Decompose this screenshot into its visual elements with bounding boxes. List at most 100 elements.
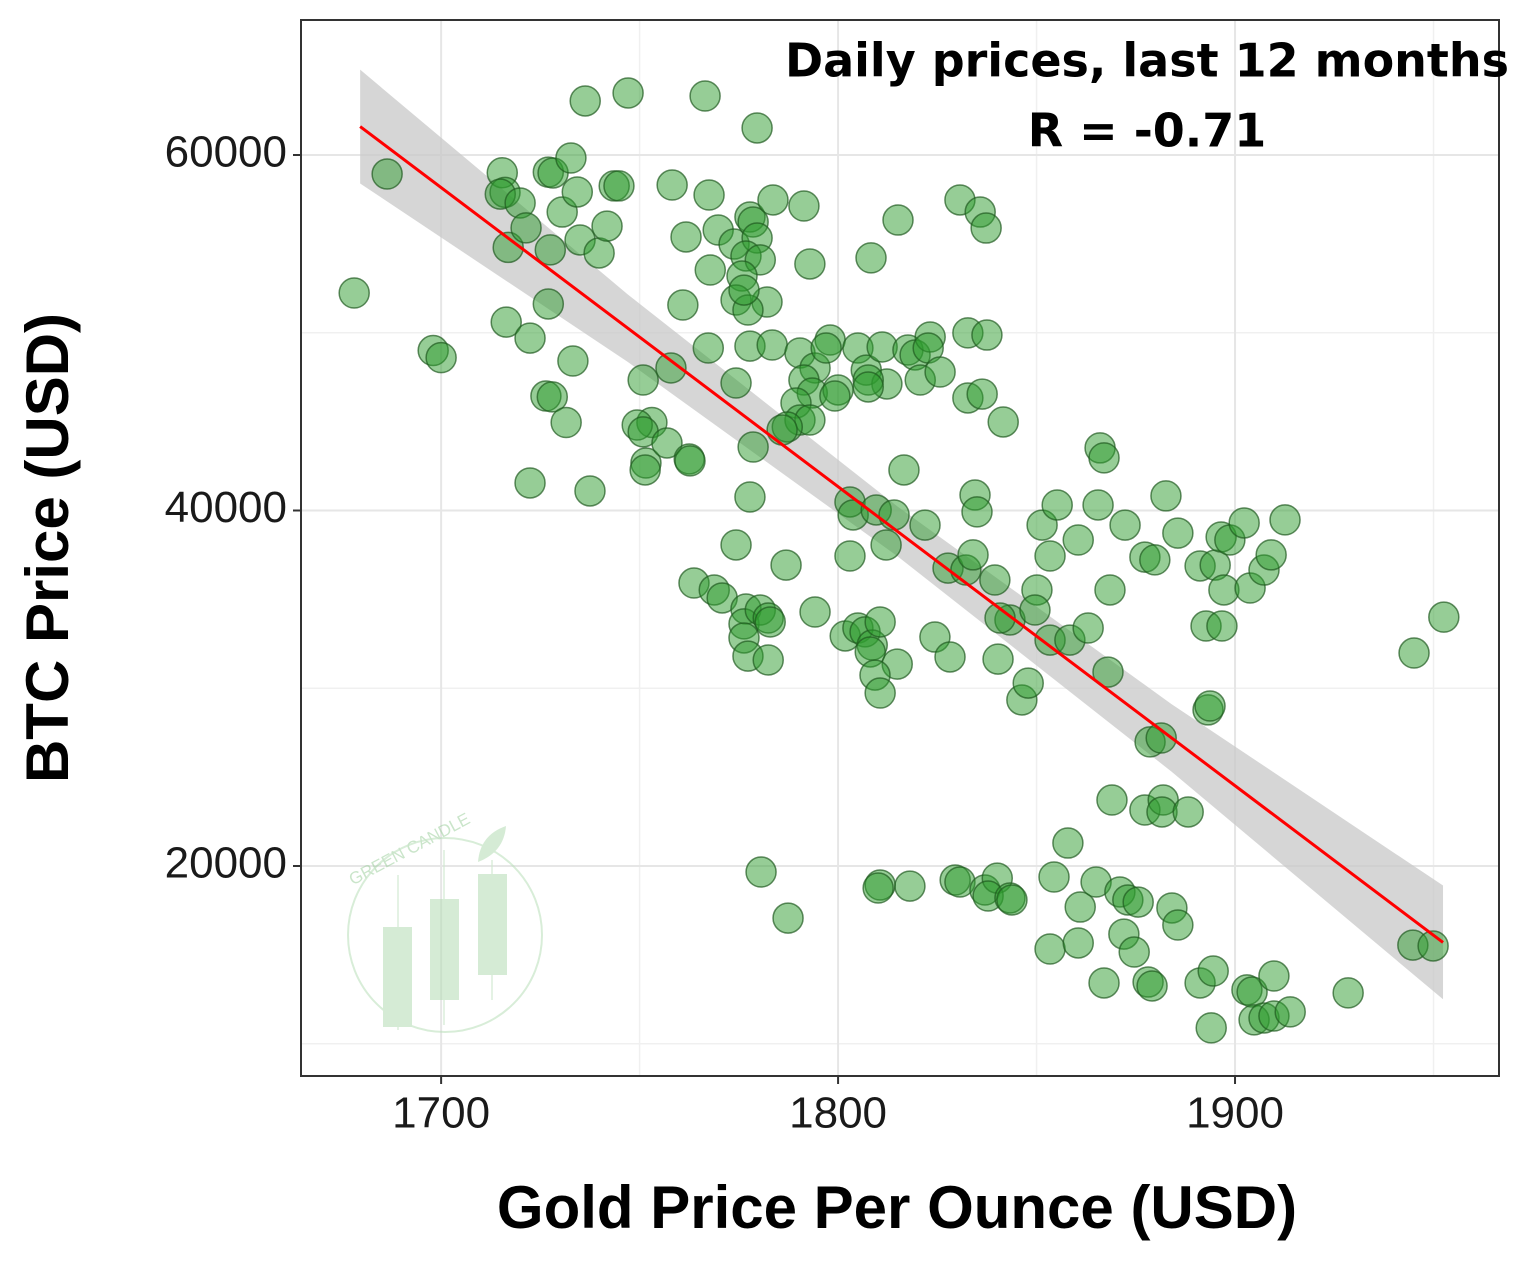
point: [834, 540, 866, 572]
point: [987, 406, 1019, 438]
annotation: Daily prices, last 12 months: [785, 34, 1509, 88]
fit-line: [359, 125, 1444, 944]
point: [534, 234, 567, 266]
point: [870, 529, 902, 561]
point: [1012, 667, 1044, 699]
point: [1162, 517, 1194, 549]
point: [1172, 796, 1204, 828]
x-axis-label: Gold Price Per Ounce (USD): [497, 1174, 1297, 1241]
point: [574, 475, 606, 507]
point: [862, 872, 894, 904]
point: [1136, 970, 1168, 1002]
point: [741, 112, 773, 144]
point: [934, 641, 966, 673]
point: [1194, 690, 1226, 722]
point: [1195, 1012, 1227, 1044]
point: [766, 414, 798, 446]
point: [924, 356, 956, 388]
point: [1255, 539, 1287, 571]
point: [1094, 574, 1126, 606]
point: [970, 212, 1002, 244]
point: [1072, 612, 1104, 644]
point: [909, 509, 941, 541]
point: [1082, 489, 1114, 521]
point: [629, 454, 661, 486]
point: [754, 606, 786, 638]
point: [1139, 544, 1171, 576]
point: [728, 274, 760, 306]
y-tick-label: 20000: [165, 839, 287, 888]
point: [1122, 886, 1154, 918]
point: [961, 496, 993, 528]
y-axis-label: BTC Price (USD): [14, 313, 81, 783]
point: [627, 364, 659, 396]
point: [1019, 594, 1051, 626]
point: [1109, 509, 1141, 541]
watermark-leaf: [478, 826, 506, 862]
point: [514, 467, 546, 499]
point: [371, 158, 403, 190]
point: [1034, 933, 1066, 965]
point: [1062, 524, 1094, 556]
point: [561, 176, 594, 208]
point: [996, 884, 1028, 916]
x-tick-label: 1800: [789, 1089, 887, 1138]
point: [1274, 996, 1306, 1028]
point: [756, 329, 788, 361]
point: [555, 142, 587, 174]
point: [1038, 861, 1070, 893]
point: [1118, 936, 1150, 968]
point: [1332, 977, 1364, 1009]
x-tick-label: 1900: [1186, 1089, 1284, 1138]
point: [984, 602, 1016, 634]
point: [1258, 960, 1290, 992]
point: [1145, 722, 1177, 754]
point: [514, 322, 546, 354]
point: [810, 332, 842, 364]
watermark-candle: [478, 874, 507, 975]
point: [1269, 504, 1301, 536]
x-tick-label: 1700: [392, 1089, 490, 1138]
point: [971, 319, 1003, 351]
annotation: R = -0.71: [1028, 104, 1267, 158]
point: [532, 288, 565, 320]
point: [852, 371, 884, 403]
point: [772, 902, 804, 934]
point: [670, 221, 702, 253]
point: [536, 381, 569, 413]
point: [651, 427, 683, 459]
point: [1092, 656, 1124, 688]
point: [1088, 442, 1120, 474]
plot-border: [300, 19, 1500, 1077]
point: [1150, 480, 1182, 512]
point: [1206, 610, 1238, 642]
point: [612, 77, 644, 109]
point: [557, 345, 589, 377]
point: [882, 204, 914, 236]
point: [492, 231, 524, 264]
point: [819, 380, 851, 412]
y-tick-label: 40000: [165, 483, 287, 532]
point: [864, 606, 896, 638]
point: [674, 445, 706, 477]
point: [745, 856, 777, 888]
point: [757, 184, 789, 216]
point: [1052, 827, 1084, 859]
point: [888, 454, 920, 486]
point: [1398, 637, 1430, 669]
y-tick-label: 60000: [165, 128, 287, 177]
point: [550, 406, 582, 439]
point: [569, 85, 601, 117]
point: [1428, 601, 1460, 633]
point: [788, 190, 820, 222]
point: [591, 210, 623, 242]
point: [737, 431, 769, 463]
point: [338, 277, 370, 309]
point: [855, 242, 887, 274]
point: [694, 254, 727, 286]
point: [1417, 930, 1449, 962]
point: [878, 499, 910, 531]
point: [1162, 909, 1194, 941]
point: [720, 529, 752, 561]
